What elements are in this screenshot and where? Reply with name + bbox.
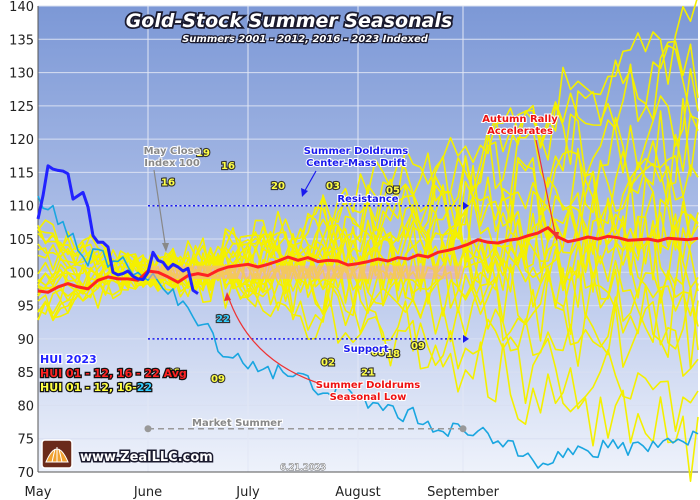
y-tick-label-90: 90 [17,333,34,348]
autumn-rally-arrow [535,139,557,239]
year-label-18-10: 18 [386,349,400,360]
chart-date: 6.21.2023 [280,463,326,473]
legend-hui-avg: HUI 01 - 12, 16 - 22 Avg [40,367,187,380]
autumn-rally-label: Autumn Rally [482,114,558,125]
chart-subtitle: Summers 2001 - 2012, 2016 - 2023 Indexed [182,34,429,45]
legend: HUI 2023 HUI 01 - 12, 16 - 22 Avg HUI 01… [39,352,188,396]
x-tick-label-september: September [427,485,500,500]
support-line-arrowhead [463,334,469,343]
year-line-17 [37,44,699,320]
year-label-05-5: 05 [386,186,400,197]
year-label-09-7: 09 [211,374,225,385]
doldrums-label: Summer Doldrums [304,146,409,157]
resistance-label: Resistance [337,194,398,205]
doldrums-label-2: Center-Mass Drift [306,158,406,169]
y-tick-label-140: 140 [9,0,34,15]
y-tick-label-100: 100 [9,266,34,281]
y-tick-label-125: 125 [9,100,34,115]
y-tick-label-135: 135 [9,33,34,48]
market-summer-label: Market Summer [192,418,282,429]
series-hui-2023-line [36,164,199,295]
y-tick-label-110: 110 [9,200,34,215]
website-label: www.ZealLLC.com [80,450,213,465]
may-close-label-2: Index 100 [144,158,200,169]
autumn-rally-label-2: Accelerates [487,126,553,137]
year-line-18 [37,40,699,301]
y-tick-label-75: 75 [17,433,34,448]
year-label-16-1: 16 [161,178,175,189]
legend-hui-2023: HUI 2023 [40,353,97,366]
autumn-rally-arrowhead [552,232,559,241]
y-tick-label-80: 80 [17,399,34,414]
seasonal-low-label: Summer Doldrums [316,380,421,391]
seasonal-low-arrowhead [224,292,231,301]
seasonal-low-arrow [227,295,319,384]
x-axis: May June July August September [25,471,698,500]
support-label: Support [343,344,388,355]
year-label-16-2: 16 [221,161,235,172]
zeal-logo [41,439,73,469]
y-tick-label-115: 115 [9,166,34,181]
year-line-2022 [37,195,699,469]
may-close-band-rect [148,265,463,279]
year-label-19-0: 19 [196,148,210,159]
doldrums-arrowhead [301,188,308,197]
market-summer-end-dot [459,425,467,433]
year-label-09-11: 09 [411,341,425,352]
year-labels: 19 16 16 20 03 05 06 09 02 08 18 09 21 22 [160,147,426,387]
y-tick-label-130: 130 [9,67,34,82]
legend-hui-years-suffix: 22 [137,381,152,394]
y-tick-label-85: 85 [17,366,34,381]
y-tick-label-70: 70 [17,466,34,481]
y-axis: 70 75 80 85 90 95 100 105 110 115 120 125 130 135 140 [9,0,39,481]
year-label-22-13: 22 [216,314,230,325]
year-label-02-8: 02 [321,357,335,368]
year-label-21-12: 21 [361,367,375,378]
year-label-20-3: 20 [271,181,285,192]
x-tick-label-may: May [25,485,52,500]
year-label-08-9: 08 [371,348,385,359]
legend-hui-years: HUI 01 - 12, 16-22 [40,381,152,394]
year-label-03-4: 03 [326,181,340,192]
market-summer-start-dot [144,425,152,433]
year-label-06-6: 06 [166,367,180,378]
x-tick-label-august: August [335,485,381,500]
may-close-label: May Close [144,146,201,157]
may-close-band [148,265,463,279]
legend-hui-years-prefix: HUI 01 - 12, 16- [40,381,137,394]
x-tick-label-july: July [235,485,260,500]
level-lines [144,201,469,433]
x-tick-label-june: June [133,485,162,500]
resistance-line-arrowhead [463,201,469,210]
y-tick-label-95: 95 [17,300,34,315]
seasonal-low-label-2: Seasonal Low [330,392,407,403]
y-tick-label-120: 120 [9,133,34,148]
series-lines [36,164,699,295]
may-close-arrowhead [162,243,169,252]
may-close-arrow [153,169,167,251]
chart-title: Gold-Stock Summer Seasonals [126,10,453,32]
y-tick-label-105: 105 [9,233,34,248]
